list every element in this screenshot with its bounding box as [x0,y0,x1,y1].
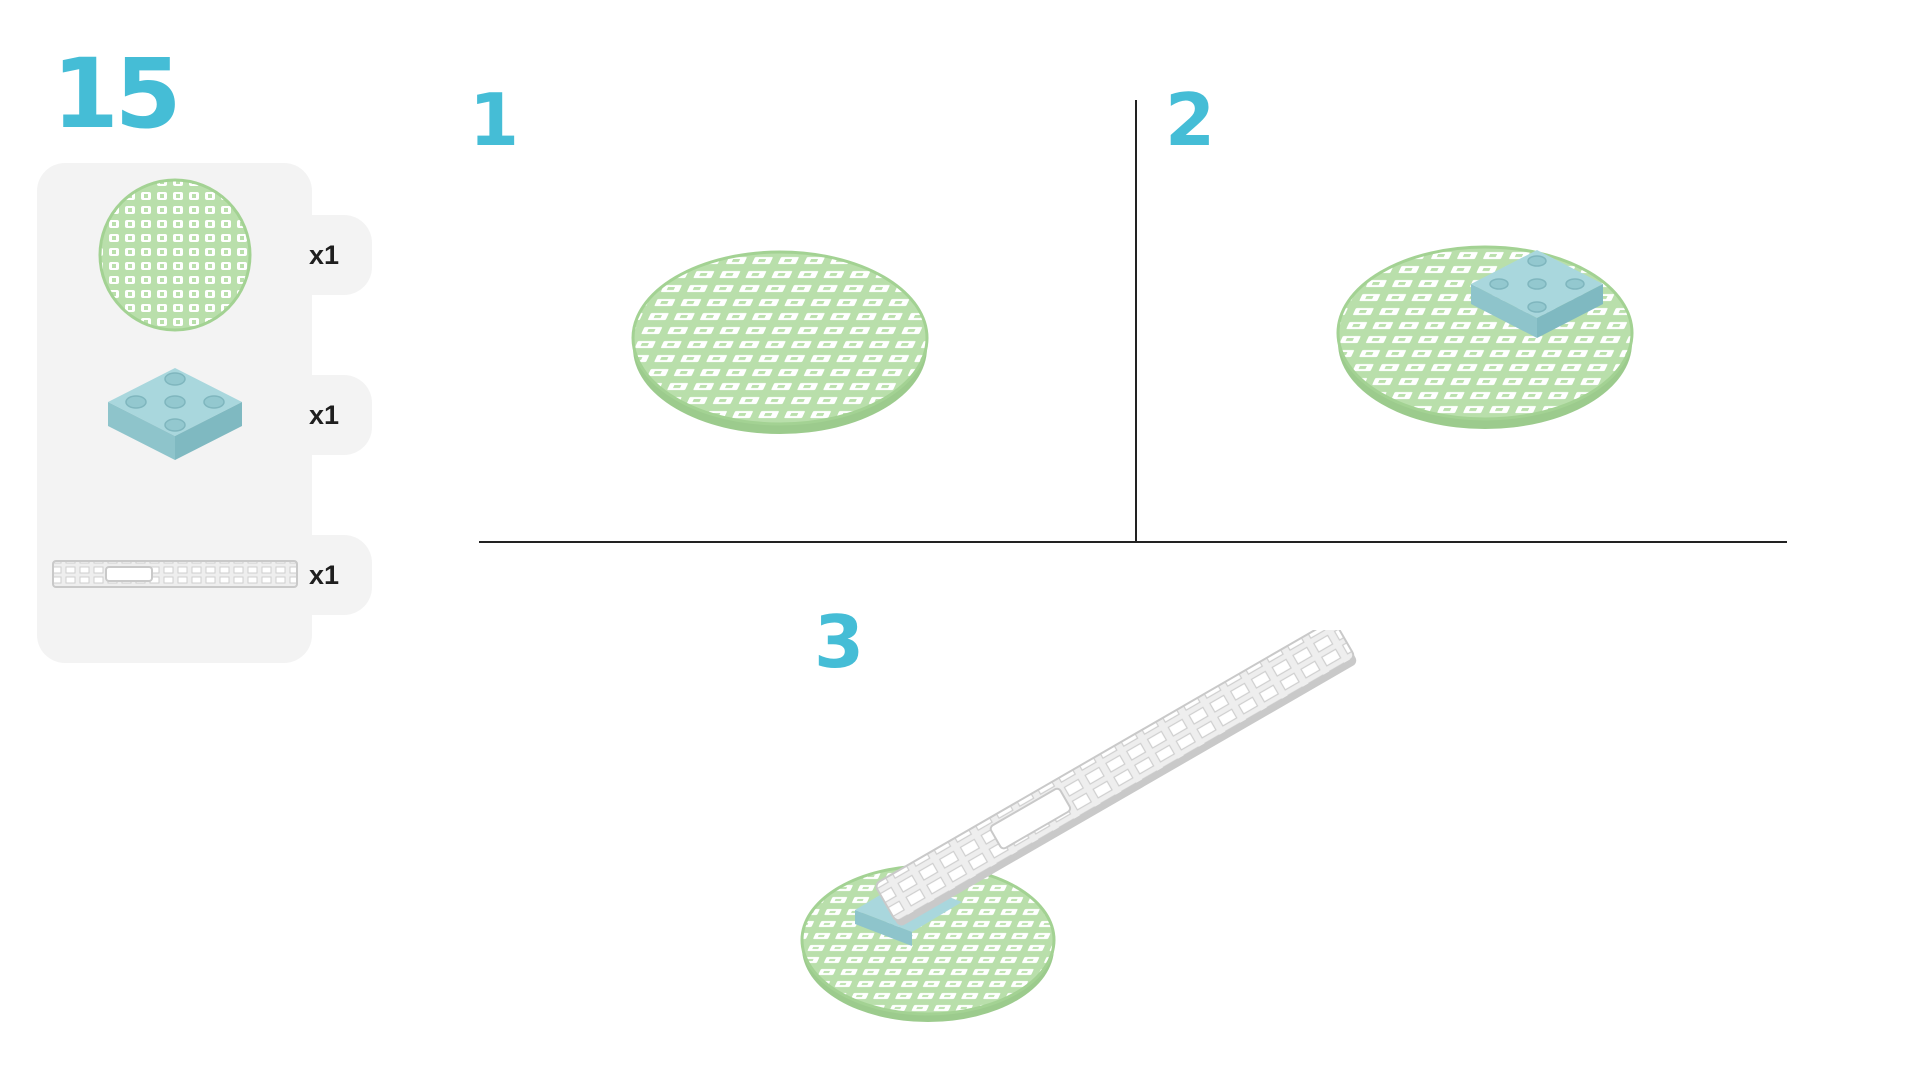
step-number: 2 [1165,78,1216,162]
step-number: 1 [469,78,520,162]
vertical-divider [1135,100,1137,542]
part-quantity-label: x1 [308,399,340,430]
square-plate-icon [108,368,242,460]
page-number: 15 [52,38,182,150]
grid-bar-icon [52,560,298,588]
part-quantity-label: x1 [308,559,340,590]
step-1-illustration [631,250,929,434]
part-quantity-tab: x1 [290,215,372,295]
grid-disc-icon [98,178,252,332]
horizontal-divider [479,541,1787,543]
step-3-illustration [800,630,1357,1022]
part-quantity-tab: x1 [290,375,372,455]
part-quantity-tab: x1 [290,535,372,615]
step-number: 3 [814,600,865,684]
step-2-illustration [1336,245,1634,429]
part-quantity-label: x1 [308,239,340,270]
